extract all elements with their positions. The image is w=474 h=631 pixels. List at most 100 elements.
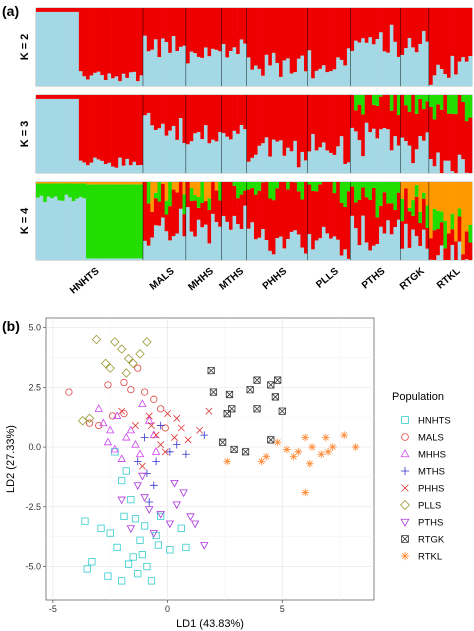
structure-bar-segment [103, 8, 108, 80]
structure-bar-segment [464, 121, 469, 173]
legend-label: PTHS [418, 518, 443, 529]
structure-bar-segment [200, 57, 205, 86]
scatter-point [184, 436, 192, 444]
series-plls [77, 334, 152, 426]
structure-bar-segment [246, 57, 251, 86]
structure-bar-segment [171, 236, 176, 260]
structure-bar-segment [178, 118, 183, 173]
structure-bar-segment [175, 95, 180, 140]
structure-bar-segment [304, 182, 308, 254]
structure-bar-segment [446, 182, 451, 234]
scatter-point [135, 349, 145, 359]
scatter-point [117, 454, 126, 462]
structure-bar-segment [236, 198, 240, 225]
structure-bar-segment [189, 51, 194, 86]
structure-bar-segment [300, 199, 305, 248]
scatter-point [123, 353, 134, 364]
scatter-point [289, 452, 298, 461]
structure-bar-segment [411, 8, 416, 48]
structure-bar-segment [307, 95, 312, 152]
structure-bar-segment [361, 114, 366, 157]
scatter-point [110, 337, 120, 347]
structure-bar-segment [46, 8, 51, 12]
legend: Population HNHTS MALS MHHS MTHS PHHS PLLS PTHS R… [392, 391, 451, 563]
structure-bar-segment [214, 49, 219, 86]
structure-bar-segment [468, 242, 473, 260]
structure-bar-segment [186, 8, 190, 64]
structure-bar-segment [132, 184, 137, 259]
scatter-point [400, 500, 410, 510]
structure-bar-segment [107, 258, 112, 260]
legend-item: PLLS [400, 500, 441, 512]
legend-label: RTKL [418, 552, 442, 563]
structure-bar-segment [350, 50, 355, 86]
structure-bar-segment [450, 55, 455, 86]
structure-bar-segment [404, 140, 408, 173]
scatter-point [133, 457, 142, 466]
scatter-point [324, 447, 332, 456]
structure-bar-segment [464, 182, 469, 232]
structure-bar-segment [318, 68, 323, 86]
scatter-point [117, 496, 126, 505]
scatter-point [401, 416, 409, 424]
structure-bar-segment [407, 211, 412, 248]
structure-bar-segment [39, 11, 44, 86]
structure-bar-segment [321, 182, 326, 227]
structure-bar-segment [414, 182, 419, 185]
structure-bar-segment [39, 195, 44, 260]
structure-row-k3: K = 3 [19, 94, 473, 174]
structure-bar-segment [164, 8, 169, 42]
structure-bar-segment [71, 11, 76, 86]
structure-bar-segment [296, 58, 301, 86]
structure-bar-segment [193, 200, 198, 237]
structure-bar-segment [46, 95, 51, 99]
scatter-point [262, 452, 271, 461]
structure-bar-segment [221, 43, 226, 86]
structure-bar-segment [243, 182, 248, 191]
structure-row-k4: K = 4 [19, 181, 473, 261]
series-mths [133, 421, 209, 506]
structure-bar-segment [175, 8, 180, 51]
scatter-point [161, 424, 169, 432]
structure-bar-segment [425, 205, 430, 228]
structure-bar-segment [107, 184, 112, 259]
structure-bar-segment [311, 95, 316, 134]
scatter-point [228, 405, 236, 413]
scatter-point [253, 405, 261, 413]
structure-bar-segment [46, 196, 51, 260]
structure-bar-segment [429, 238, 433, 260]
structure-bar-segment [336, 146, 341, 173]
series-pths [117, 472, 209, 550]
scatter-point [120, 409, 128, 418]
structure-bar-segment [304, 253, 308, 260]
structure-bar-segment [404, 182, 408, 189]
structure-bar-segment [407, 111, 412, 146]
structure-bar-segment [182, 143, 187, 173]
structure-bar-segment [346, 258, 351, 260]
scatter-point [104, 572, 112, 580]
structure-bar-segment [61, 182, 65, 184]
structure-bar-segment [436, 95, 441, 105]
structure-bar-segment [107, 182, 112, 185]
structure-bar-segment [132, 95, 137, 162]
structure-bar-segment [311, 8, 316, 79]
structure-bar-segment [354, 8, 358, 41]
structure-bar-segment [182, 214, 187, 237]
scatter-point [136, 536, 144, 544]
structure-bar-segment [314, 95, 319, 151]
structure-bar-segment [289, 73, 294, 86]
structure-bar-segment [78, 95, 83, 161]
scatter-point [97, 524, 105, 532]
structure-bar-segment [454, 8, 458, 75]
structure-bar-segment [118, 182, 123, 185]
scatter-point [156, 511, 165, 519]
structure-bar-segment [236, 182, 240, 199]
structure-bar-segment [161, 217, 165, 260]
structure-bar-segment [368, 37, 373, 86]
scatter-point [145, 506, 154, 514]
structure-bar-segment [125, 258, 130, 260]
structure-bar-segment [307, 234, 312, 260]
structure-bar-segment [296, 182, 301, 192]
structure-bar-segment [321, 226, 326, 260]
structure-bar-segment [432, 166, 437, 173]
